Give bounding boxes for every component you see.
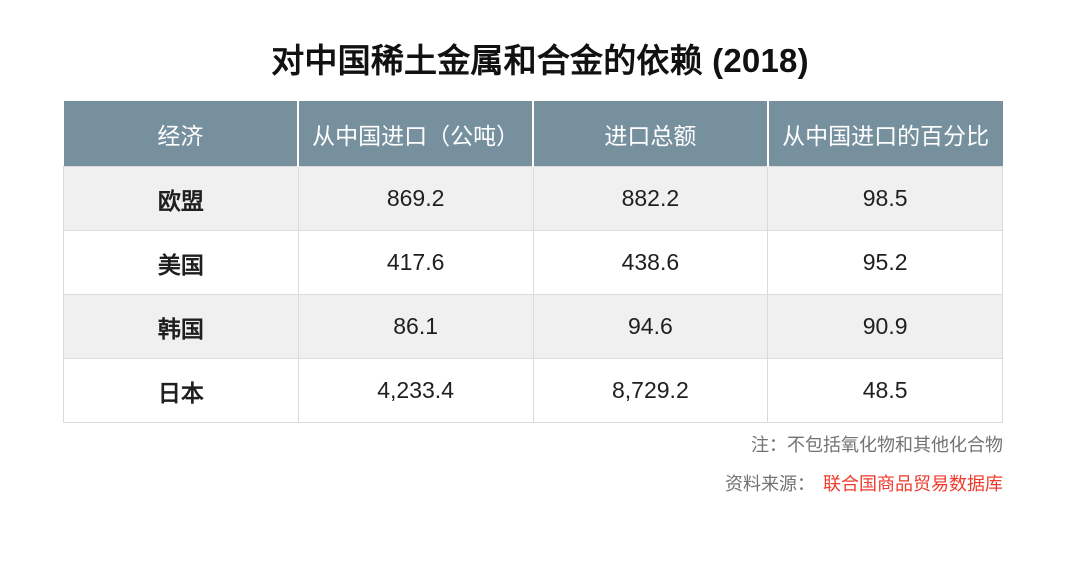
table-row-usa: 美国 417.6 438.6 95.2: [63, 230, 1003, 295]
total-imports-cell: 882.2: [532, 166, 769, 231]
total-imports-cell: 94.6: [532, 294, 769, 359]
column-header-total-imports: 进口总额: [533, 101, 769, 167]
table-row-korea: 韩国 86.1 94.6 90.9: [63, 294, 1003, 359]
pct-from-china-cell: 98.5: [767, 166, 1003, 231]
imports-from-china-cell: 86.1: [297, 294, 534, 359]
total-imports-cell: 438.6: [532, 230, 769, 295]
economy-cell: 韩国: [63, 294, 299, 359]
column-header-pct-from-china: 从中国进口的百分比: [767, 101, 1003, 167]
footnote: 注：不包括氧化物和其他化合物: [751, 435, 1003, 455]
table-row-eu: 欧盟 869.2 882.2 98.5: [63, 166, 1003, 231]
column-header-economy: 经济: [63, 101, 300, 167]
column-header-imports-from-china: 从中国进口（公吨）: [298, 101, 534, 167]
source-link[interactable]: 联合国商品贸易数据库: [823, 474, 1003, 494]
footer-notes: 注：不包括氧化物和其他化合物 资料来源： 联合国商品贸易数据库: [63, 435, 1003, 495]
imports-from-china-cell: 417.6: [297, 230, 534, 295]
imports-from-china-cell: 869.2: [297, 166, 534, 231]
economy-cell: 欧盟: [63, 166, 299, 231]
economy-cell: 美国: [63, 230, 299, 295]
source-label: 资料来源：: [725, 474, 815, 494]
economy-cell: 日本: [63, 358, 299, 423]
imports-from-china-cell: 4,233.4: [297, 358, 534, 423]
header-row: 经济 从中国进口（公吨） 进口总额 从中国进口的百分比: [63, 101, 1003, 167]
data-table: 经济 从中国进口（公吨） 进口总额 从中国进口的百分比 欧盟 869.2 882…: [63, 101, 1003, 423]
total-imports-cell: 8,729.2: [532, 358, 769, 423]
pct-from-china-cell: 95.2: [767, 230, 1003, 295]
pct-from-china-cell: 48.5: [767, 358, 1003, 423]
table-row-japan: 日本 4,233.4 8,729.2 48.5: [63, 358, 1003, 423]
infographic-page: 对中国稀土金属和合金的依赖 (2018) 经济 从中国进口（公吨） 进口总额 从…: [0, 40, 1080, 583]
source-line: 资料来源： 联合国商品贸易数据库: [63, 474, 1003, 495]
page-title: 对中国稀土金属和合金的依赖 (2018): [271, 42, 809, 79]
pct-from-china-cell: 90.9: [767, 294, 1003, 359]
